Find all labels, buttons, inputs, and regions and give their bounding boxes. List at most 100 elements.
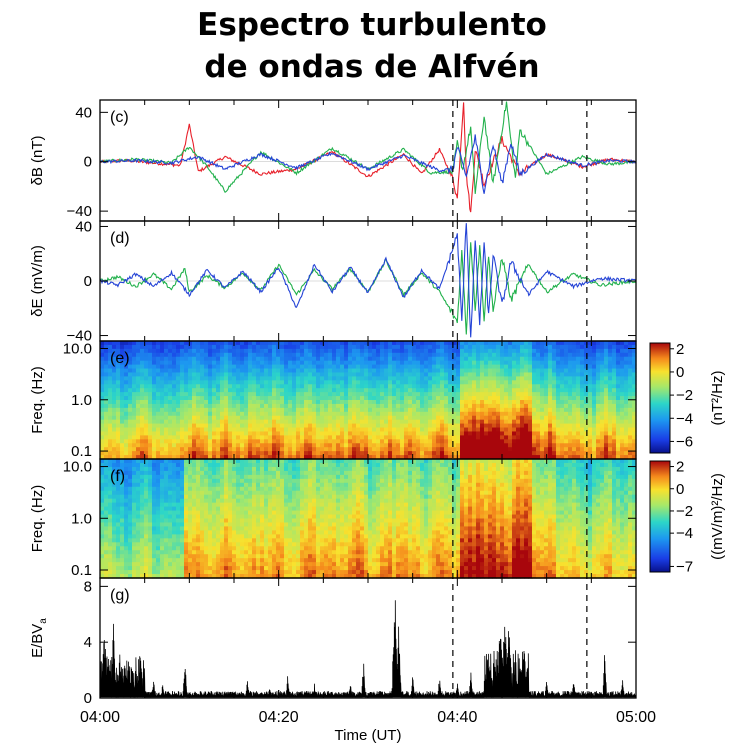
spectrogram-cell — [200, 407, 205, 413]
spectrogram-cell — [376, 447, 381, 452]
spectrogram-cell — [112, 566, 117, 571]
spectrogram-cell — [624, 360, 629, 366]
spectrogram-cell — [560, 368, 565, 374]
spectrogram-cell — [224, 352, 229, 358]
spectrogram-cell — [604, 431, 609, 436]
spectrogram-cell — [212, 459, 217, 464]
spectrogram-cell — [276, 427, 281, 433]
spectrogram-cell — [308, 411, 313, 417]
spectrogram-cell — [180, 522, 185, 528]
spectrogram-cell — [384, 344, 389, 350]
spectrogram-cell — [312, 443, 317, 448]
spectrogram-cell — [464, 415, 469, 421]
spectrogram-cell — [220, 447, 225, 452]
spectrogram-cell — [480, 380, 485, 385]
spectrogram-cell — [436, 443, 441, 448]
spectrogram-cell — [280, 427, 285, 433]
spectrogram-cell — [560, 439, 565, 444]
spectrogram-cell — [240, 344, 245, 350]
spectrogram-cell — [140, 356, 145, 362]
spectrogram-cell — [272, 388, 277, 393]
spectrogram-cell — [228, 384, 233, 389]
spectrogram-cell — [344, 364, 349, 370]
spectrogram-cell — [336, 348, 341, 354]
spectrogram-cell — [136, 400, 141, 405]
spectrogram-cell — [180, 494, 185, 500]
spectrogram-cell — [552, 427, 557, 433]
spectrogram-cell — [224, 514, 229, 520]
spectrogram-cell — [392, 443, 397, 448]
spectrogram-cell — [176, 510, 181, 516]
spectrogram-cell — [176, 566, 181, 571]
spectrogram-cell — [396, 439, 401, 444]
spectrogram-cell — [412, 411, 417, 417]
spectrogram-cell — [468, 431, 473, 436]
spectrogram-cell — [348, 411, 353, 417]
spectrogram-cell — [144, 542, 149, 547]
spectrogram-cell — [164, 427, 169, 433]
spectrogram-cell — [160, 403, 165, 409]
spectrogram-cell — [148, 415, 153, 421]
spectrogram-cell — [340, 435, 345, 440]
spectrogram-cell — [364, 384, 369, 389]
spectrogram-cell — [264, 451, 269, 456]
spectrogram-cell — [488, 451, 493, 456]
spectrogram-cell — [516, 341, 521, 346]
spectrogram-cell — [608, 443, 613, 448]
spectrogram-cell — [476, 447, 481, 452]
spectrogram-cell — [568, 419, 573, 425]
spectrogram-cell — [224, 506, 229, 512]
spectrogram-cell — [548, 451, 553, 456]
spectrogram-cell — [204, 400, 209, 405]
spectrogram-cell — [516, 439, 521, 444]
spectrogram-cell — [140, 538, 145, 543]
spectrogram-cell — [168, 443, 173, 448]
spectrogram-cell — [140, 490, 145, 496]
spectrogram-cell — [416, 352, 421, 358]
spectrogram-cell — [148, 427, 153, 433]
spectrogram-cell — [152, 388, 157, 393]
spectrogram-cell — [192, 364, 197, 370]
spectrogram-cell — [248, 380, 253, 385]
spectrogram-cell — [340, 419, 345, 425]
spectrogram-cell — [516, 368, 521, 374]
spectrogram-cell — [332, 419, 337, 425]
spectrogram-cell — [400, 376, 405, 381]
spectrogram-cell — [352, 360, 357, 366]
spectrogram-cell — [520, 396, 525, 401]
spectrogram-cell — [508, 403, 513, 409]
spectrogram-cell — [340, 372, 345, 377]
spectrogram-cell — [600, 403, 605, 409]
spectrogram-cell — [252, 388, 257, 393]
spectrogram-cell — [624, 439, 629, 444]
spectrogram-cell — [272, 407, 277, 413]
spectrogram-cell — [468, 415, 473, 421]
spectrogram-cell — [444, 364, 449, 370]
spectrogram-cell — [428, 356, 433, 362]
spectrogram-cell — [136, 396, 141, 401]
spectrogram-cell — [316, 427, 321, 433]
spectrogram-cell — [340, 392, 345, 397]
spectrogram-cell — [572, 380, 577, 385]
spectrogram-cell — [448, 411, 453, 417]
spectrogram-cell — [172, 490, 177, 496]
spectrogram-cell — [140, 384, 145, 389]
spectrogram-cell — [472, 407, 477, 413]
spectrogram-cell — [396, 451, 401, 456]
spectrogram-cell — [428, 372, 433, 377]
spectrogram-cell — [448, 435, 453, 440]
spectrogram-cell — [432, 352, 437, 358]
spectrogram-cell — [584, 372, 589, 377]
spectrogram-cell — [300, 380, 305, 385]
spectrogram-cell — [556, 388, 561, 393]
spectrogram-cell — [116, 490, 121, 496]
spectrogram-cell — [416, 348, 421, 354]
spectrogram-cell — [460, 407, 465, 413]
spectrogram-cell — [132, 407, 137, 413]
spectrogram-cell — [252, 427, 257, 433]
spectrogram-cell — [328, 384, 333, 389]
spectrogram-cell — [616, 384, 621, 389]
spectrogram-cell — [628, 403, 633, 409]
spectrogram-cell — [100, 478, 105, 484]
spectrogram-cell — [212, 574, 217, 579]
